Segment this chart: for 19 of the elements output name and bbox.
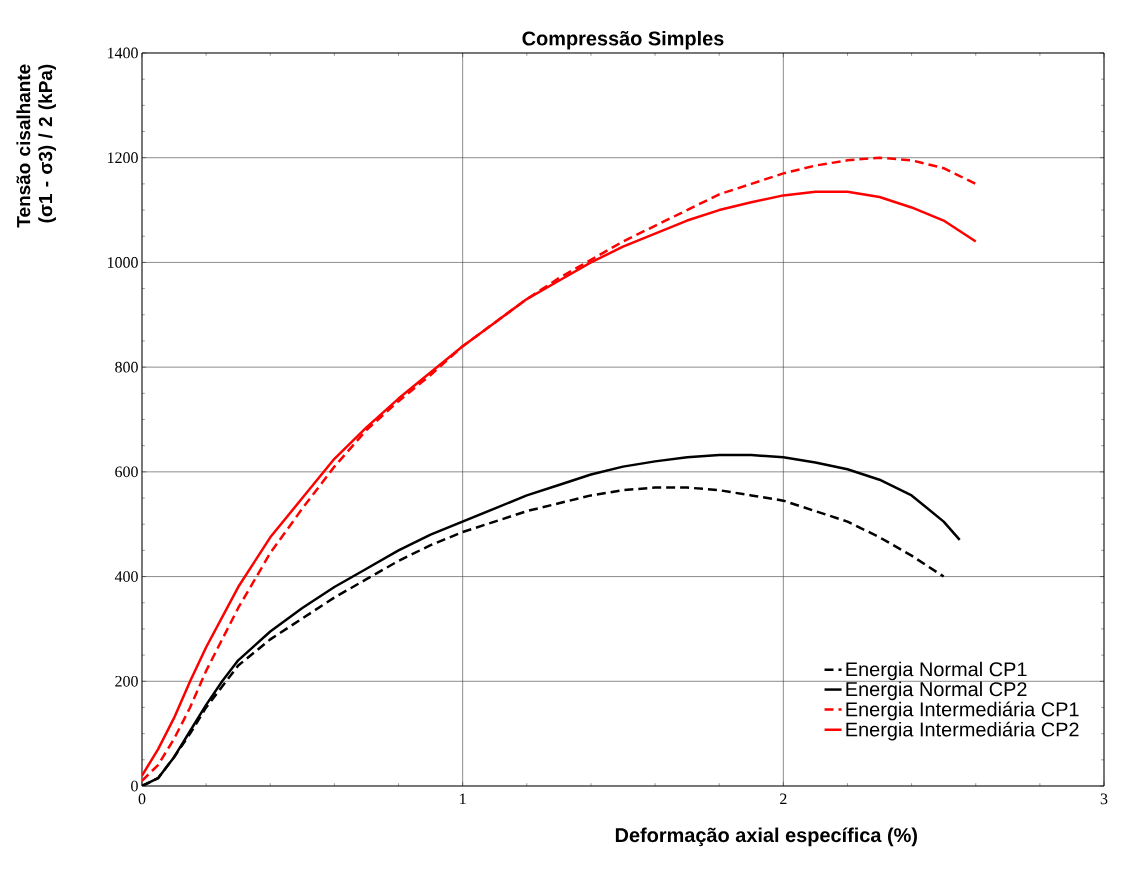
y-tick-label: 1400 bbox=[108, 47, 138, 59]
y-tick-label: 1200 bbox=[108, 152, 138, 164]
legend-label: Energia Normal CP2 bbox=[846, 681, 1027, 701]
legend-label: Energia Intermediária CP2 bbox=[846, 721, 1079, 741]
y-tick-label: 600 bbox=[115, 466, 138, 478]
x-axis-title: Deformação axial específica (%) bbox=[615, 827, 917, 847]
y-tick-label: 0 bbox=[131, 780, 138, 792]
y-tick-label: 200 bbox=[115, 675, 138, 687]
x-tick-label: 1 bbox=[460, 793, 466, 805]
x-tick-label: 3 bbox=[1100, 793, 1108, 805]
x-tick-label: 2 bbox=[780, 793, 787, 805]
y-tick-label: 400 bbox=[114, 571, 138, 582]
legend-label: Energia Intermediária CP1 bbox=[846, 701, 1079, 721]
y-axis-title: Tensão cisalhante (σ1 - σ3) / 2 (kPa) bbox=[16, 64, 56, 228]
legend-label: Energia Normal CP1 bbox=[846, 661, 1027, 681]
x-tick-label: 0 bbox=[138, 793, 146, 805]
y-tick-label: 1000 bbox=[108, 257, 138, 268]
chart-title: Compressão Simples bbox=[522, 30, 724, 50]
y-tick-label: 800 bbox=[115, 361, 138, 373]
